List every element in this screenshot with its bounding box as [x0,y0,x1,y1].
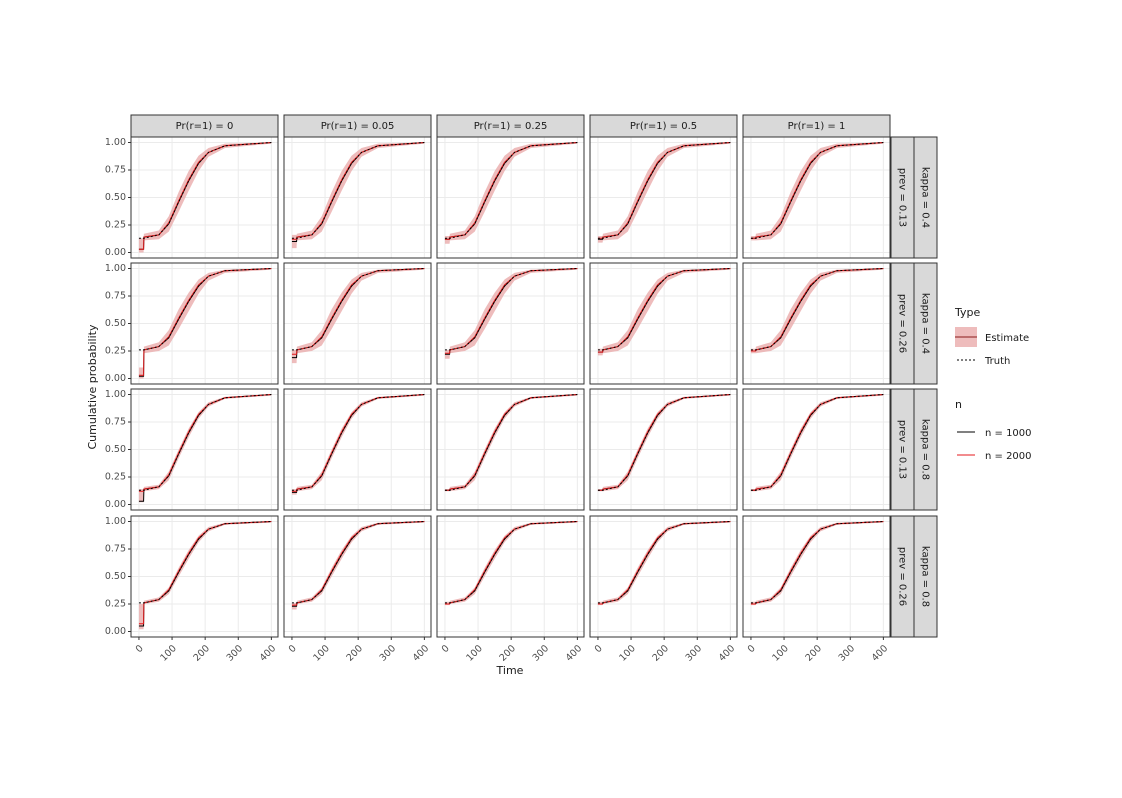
series-line [597,142,731,239]
y-tick-label: 1.00 [105,516,126,527]
legend-title: Type [954,306,980,319]
y-tick-label: 0.00 [105,373,126,384]
series-line [291,142,425,239]
panel-border [436,262,585,385]
ribbon [597,268,731,356]
series-line [444,394,578,491]
strip [130,114,279,138]
panel-border [589,388,738,511]
y-tick-label: 0.75 [105,165,126,176]
panel-border [283,262,432,385]
strip-label: prev = 0.13 [897,168,908,227]
series-line [291,268,425,351]
y-tick-label: 0.25 [105,346,126,357]
ribbon [444,142,578,244]
panel-border [742,262,891,385]
strip-label: kappa = 0.4 [920,293,931,354]
strip [913,262,938,385]
y-tick-label: 1.00 [105,389,126,400]
series-line [444,268,578,351]
strip [436,114,585,138]
panel-border [283,388,432,511]
series-line [444,142,578,239]
y-tick-label: 0.50 [105,444,126,455]
strip [589,114,738,138]
ribbon [291,521,425,610]
strip-label: kappa = 0.4 [920,167,931,228]
strip-label: Pr(r=1) = 1 [788,121,846,132]
panel-border [589,262,738,385]
y-tick-label: 0.50 [105,192,126,203]
legend-label: Estimate [985,333,1029,344]
strip-label: Pr(r=1) = 0.25 [474,121,548,132]
legend-title: n [955,398,962,411]
strip [913,515,938,638]
series-line [597,268,731,351]
series-line [750,521,884,604]
series-line [291,394,425,491]
panel-border [742,388,891,511]
y-tick-label: 0.50 [105,571,126,582]
strip-label: Pr(r=1) = 0.5 [630,121,697,132]
legend-label: Truth [984,356,1010,367]
strip [913,388,938,511]
series-line [138,268,272,351]
strip-label: kappa = 0.8 [920,546,931,607]
y-tick-label: 0.50 [105,318,126,329]
strip-label: prev = 0.13 [897,420,908,479]
y-tick-label: 0.75 [105,544,126,555]
panel-border [742,515,891,638]
y-tick-label: 1.00 [105,263,126,274]
series-line [138,142,272,239]
ribbon [291,268,425,364]
panel-border [589,515,738,638]
series-line [444,521,578,604]
series-line [138,521,272,604]
strip [742,114,891,138]
strip-label: Pr(r=1) = 0 [176,121,234,132]
y-tick-label: 0.75 [105,291,126,302]
strip-label: prev = 0.26 [897,294,908,353]
legend-label: n = 2000 [985,451,1032,462]
strip-label: Pr(r=1) = 0.05 [321,121,395,132]
x-axis-title: Time [496,664,524,677]
panel-border [283,515,432,638]
ribbon [444,268,578,359]
series-line [750,268,884,351]
series-line [750,142,884,239]
panel-border [436,515,585,638]
y-tick-label: 0.25 [105,220,126,231]
series-line [597,394,731,491]
y-tick-label: 0.25 [105,472,126,483]
strip [913,136,938,259]
y-tick-label: 0.00 [105,626,126,637]
series-line [750,394,884,491]
panel-border [436,388,585,511]
y-axis-title: Cumulative probability [86,324,99,449]
y-tick-label: 0.25 [105,599,126,610]
strip [283,114,432,138]
y-tick-label: 0.00 [105,247,126,258]
y-tick-label: 1.00 [105,137,126,148]
legend-label: n = 1000 [985,428,1032,439]
series-line [291,521,425,604]
strip-label: prev = 0.26 [897,547,908,606]
series-line [597,521,731,604]
y-tick-label: 0.00 [105,499,126,510]
ribbon [291,142,425,249]
strip-label: kappa = 0.8 [920,419,931,480]
y-tick-label: 0.75 [105,417,126,428]
series-line [138,394,272,491]
